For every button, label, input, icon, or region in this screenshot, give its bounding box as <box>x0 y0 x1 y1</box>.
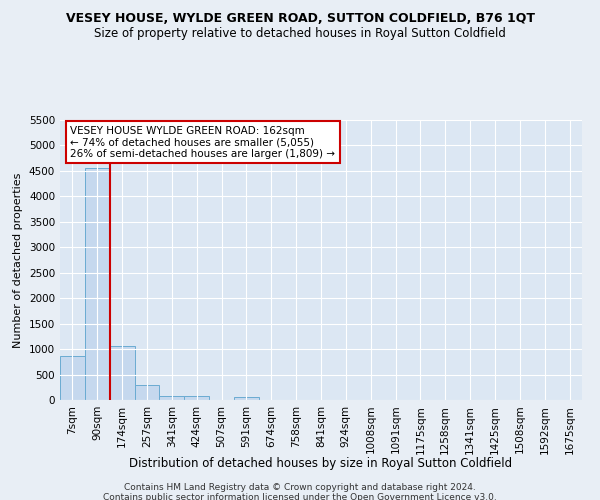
Bar <box>160 396 184 400</box>
Bar <box>85 168 110 400</box>
Y-axis label: Number of detached properties: Number of detached properties <box>13 172 23 348</box>
Bar <box>110 346 134 400</box>
Text: Contains HM Land Registry data © Crown copyright and database right 2024.: Contains HM Land Registry data © Crown c… <box>124 482 476 492</box>
Text: VESEY HOUSE WYLDE GREEN ROAD: 162sqm
← 74% of detached houses are smaller (5,055: VESEY HOUSE WYLDE GREEN ROAD: 162sqm ← 7… <box>70 126 335 159</box>
Bar <box>134 385 160 400</box>
Text: Size of property relative to detached houses in Royal Sutton Coldfield: Size of property relative to detached ho… <box>94 28 506 40</box>
Bar <box>184 396 209 400</box>
Text: Contains public sector information licensed under the Open Government Licence v3: Contains public sector information licen… <box>103 492 497 500</box>
Bar <box>234 397 259 400</box>
Text: Distribution of detached houses by size in Royal Sutton Coldfield: Distribution of detached houses by size … <box>130 458 512 470</box>
Text: VESEY HOUSE, WYLDE GREEN ROAD, SUTTON COLDFIELD, B76 1QT: VESEY HOUSE, WYLDE GREEN ROAD, SUTTON CO… <box>65 12 535 26</box>
Bar <box>60 356 85 400</box>
